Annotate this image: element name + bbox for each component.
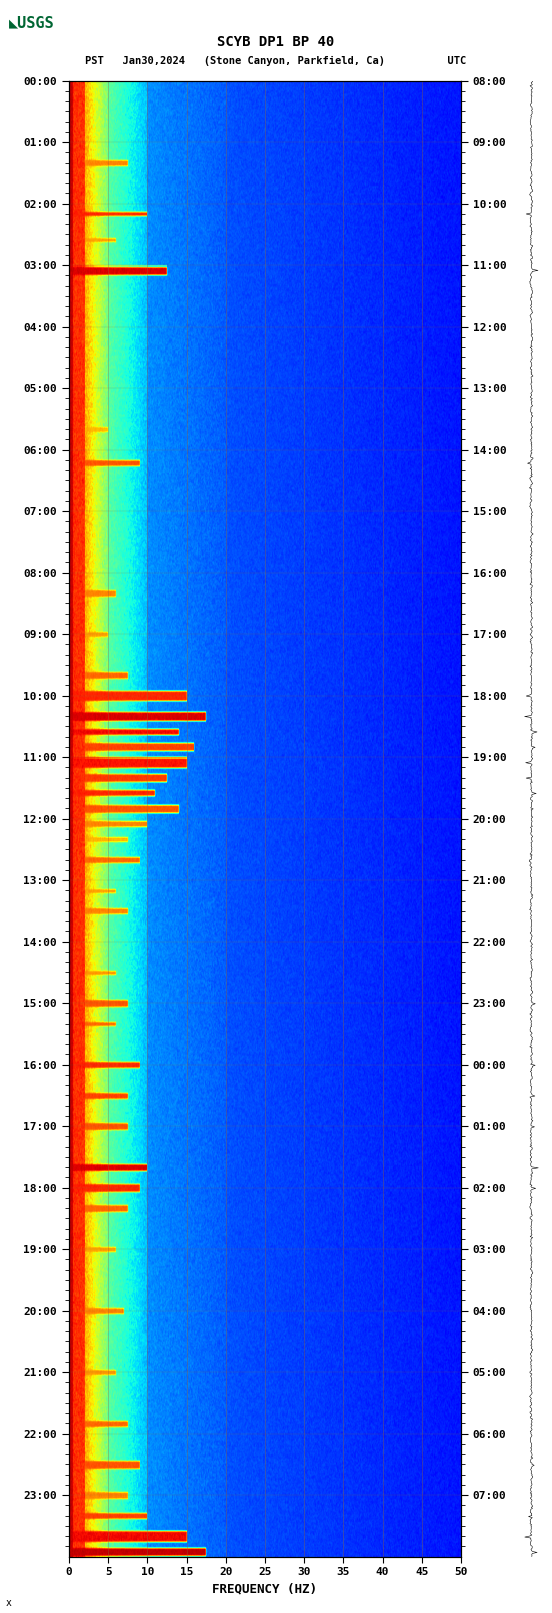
X-axis label: FREQUENCY (HZ): FREQUENCY (HZ) [213,1582,317,1595]
Text: x: x [6,1598,12,1608]
Text: PST   Jan30,2024   (Stone Canyon, Parkfield, Ca)          UTC: PST Jan30,2024 (Stone Canyon, Parkfield,… [86,56,466,66]
Text: ◣USGS: ◣USGS [9,16,55,31]
Text: SCYB DP1 BP 40: SCYB DP1 BP 40 [217,35,335,50]
